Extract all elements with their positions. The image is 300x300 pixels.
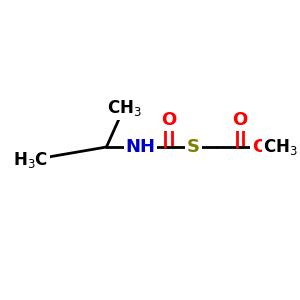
Text: CH$_3$: CH$_3$ (106, 98, 141, 118)
Text: CH$_3$: CH$_3$ (263, 137, 298, 157)
Text: S: S (187, 138, 200, 156)
Text: H$_3$C: H$_3$C (14, 150, 49, 170)
Text: NH: NH (125, 138, 155, 156)
Text: O: O (232, 111, 248, 129)
Text: O: O (252, 138, 267, 156)
Text: O: O (161, 111, 176, 129)
